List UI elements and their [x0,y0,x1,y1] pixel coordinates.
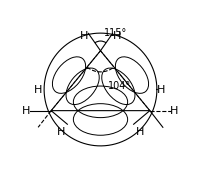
Text: 115°: 115° [104,28,127,38]
Text: H: H [156,84,165,95]
Text: H: H [169,106,178,116]
Text: H: H [56,127,65,137]
Text: H: H [22,106,31,116]
Text: 104°: 104° [107,81,130,91]
Text: H: H [34,84,42,95]
Text: H: H [79,31,88,41]
Text: H: H [112,31,121,41]
Text: H: H [135,127,144,137]
